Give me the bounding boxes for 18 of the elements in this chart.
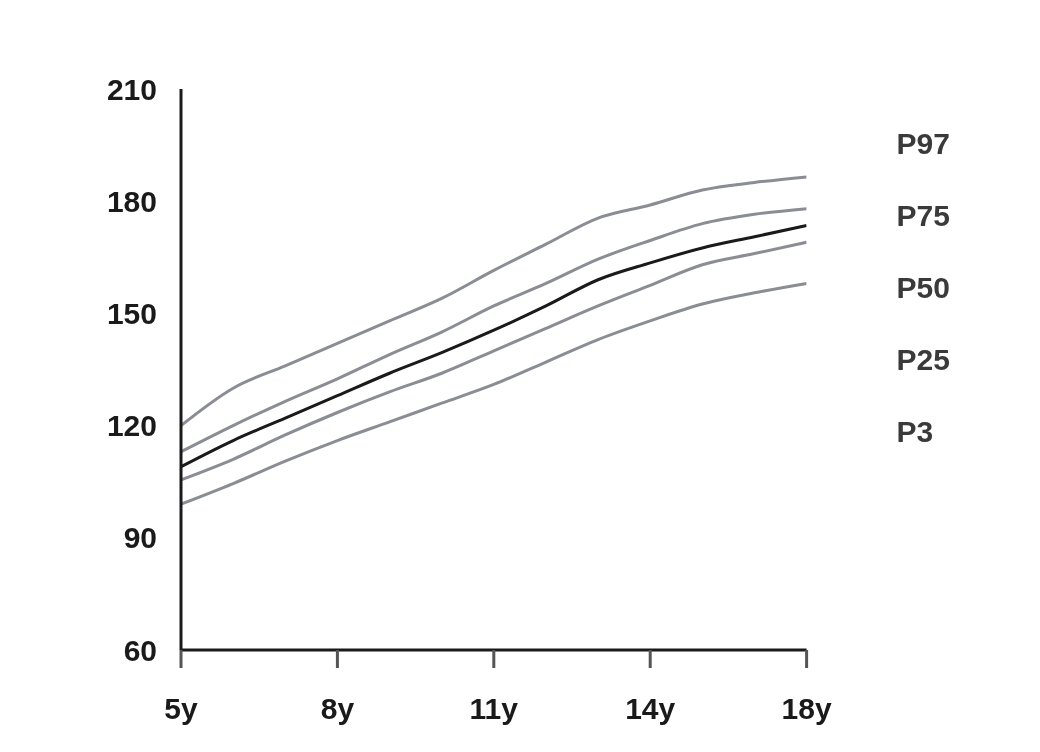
x-tick-label: 11y [469, 692, 519, 726]
y-tick-label: 60 [123, 633, 157, 667]
text: P75 [896, 198, 950, 234]
text: P50 [896, 270, 950, 306]
line-series [181, 281, 807, 506]
x-tick-label: 8y [320, 692, 355, 726]
y-tick-label: 150 [106, 297, 157, 331]
x-tick-label: 18y [781, 692, 832, 726]
y-tick-label: 210 [106, 72, 157, 106]
y-tick-label: 180 [106, 184, 157, 218]
line-series [181, 175, 807, 428]
x-tick-label: 14y [625, 692, 676, 726]
text: P25 [896, 342, 950, 378]
text: P3 [896, 414, 935, 450]
y-tick-label: 90 [123, 521, 157, 555]
y-tick-label: 120 [106, 409, 157, 443]
x-tick-label: 5y [164, 692, 198, 726]
text: P97 [896, 126, 950, 162]
